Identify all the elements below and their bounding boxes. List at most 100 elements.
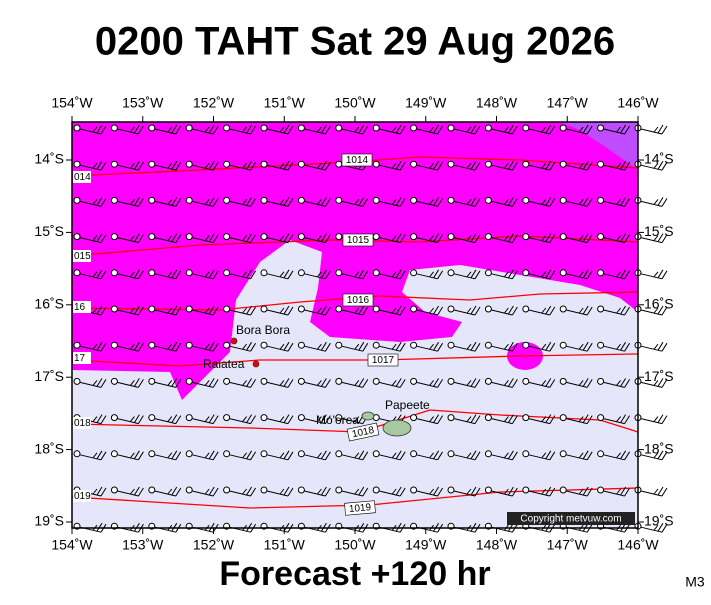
barb	[603, 160, 631, 171]
barb-station	[410, 414, 418, 422]
barb-station	[597, 269, 605, 277]
barb-station	[297, 414, 305, 422]
edge-label-box	[73, 301, 91, 313]
barb-station	[372, 377, 380, 385]
barb	[566, 486, 593, 497]
barb-station	[148, 305, 156, 313]
barb-station	[372, 341, 380, 349]
barb	[192, 414, 219, 425]
barb	[304, 269, 331, 280]
barb-station	[73, 341, 81, 349]
barb	[229, 197, 257, 207]
edge-label: 17	[74, 353, 86, 364]
barb	[603, 233, 631, 244]
barb-station	[410, 269, 418, 277]
barb-station	[597, 414, 605, 422]
barb-station	[372, 305, 380, 313]
barb	[603, 378, 631, 388]
barb-station	[297, 341, 305, 349]
barb	[566, 414, 593, 425]
barb-station	[597, 196, 605, 204]
barb-station	[522, 486, 530, 494]
barb-station	[484, 450, 492, 458]
barb-station	[372, 486, 380, 494]
barb	[341, 486, 369, 497]
barb-station	[597, 486, 605, 494]
isobar-label: 1016	[342, 293, 374, 307]
barb	[154, 305, 182, 316]
lon-label: 147˚W	[547, 537, 589, 553]
isobar-label: 1018	[346, 422, 380, 442]
barb-station	[335, 269, 343, 277]
barb-station	[597, 450, 605, 458]
barb	[453, 450, 481, 461]
barb-station	[372, 196, 380, 204]
barb-station	[185, 196, 193, 204]
barb	[341, 269, 369, 280]
barb	[79, 160, 107, 171]
lat-label: 16˚S	[34, 296, 64, 312]
barb-station	[484, 124, 492, 132]
barb	[379, 378, 406, 388]
barb-station	[185, 160, 193, 168]
barb-station	[297, 196, 305, 204]
barb-station	[484, 486, 492, 494]
barb-station	[297, 450, 305, 458]
barb-station	[185, 486, 193, 494]
barb	[117, 305, 144, 316]
barb-station	[260, 450, 268, 458]
barb	[640, 160, 668, 171]
edge-label-box	[73, 490, 91, 502]
barb	[640, 233, 668, 244]
barb-station	[447, 450, 455, 458]
lon-label: 154˚W	[51, 537, 93, 553]
barb-station	[522, 196, 530, 204]
barb-station	[185, 341, 193, 349]
isobar-label: 1014	[341, 153, 373, 167]
lon-label: 150˚W	[334, 95, 376, 111]
barb	[192, 160, 219, 171]
barb	[229, 378, 257, 388]
barb-station	[148, 377, 156, 385]
barb-station	[110, 269, 118, 277]
barb-station	[522, 233, 530, 241]
barb-station	[260, 269, 268, 277]
barb	[379, 124, 406, 135]
place-label: Raiatea	[203, 357, 245, 371]
barb	[192, 450, 219, 461]
barb-station	[260, 341, 268, 349]
barb	[528, 305, 556, 316]
lon-label: 151˚W	[264, 537, 306, 553]
barb-station	[223, 486, 231, 494]
isobar-label-box	[341, 153, 373, 167]
deep-fill	[560, 122, 638, 170]
lon-label: 150˚W	[334, 537, 376, 553]
barb-station	[447, 160, 455, 168]
barb	[304, 160, 331, 171]
copyright-box	[507, 512, 635, 525]
barb	[528, 124, 556, 135]
barb	[416, 197, 444, 207]
lon-label: 153˚W	[122, 537, 164, 553]
barb	[566, 341, 593, 352]
barb	[453, 305, 481, 316]
barb-station	[110, 377, 118, 385]
barb-station	[223, 160, 231, 168]
barb	[491, 486, 518, 497]
barb	[192, 269, 219, 280]
barb	[528, 197, 556, 207]
barb-station	[110, 450, 118, 458]
barb-station	[148, 233, 156, 241]
barb	[341, 450, 369, 461]
barb-station	[522, 450, 530, 458]
barb-station	[447, 196, 455, 204]
barb-station	[260, 305, 268, 313]
barb-station	[110, 486, 118, 494]
isobar-label-box	[346, 422, 380, 442]
barb-station	[260, 486, 268, 494]
barb-station	[185, 377, 193, 385]
barb-station	[297, 305, 305, 313]
barb-station	[110, 233, 118, 241]
barb	[341, 341, 369, 352]
wind-barbs	[73, 124, 668, 533]
